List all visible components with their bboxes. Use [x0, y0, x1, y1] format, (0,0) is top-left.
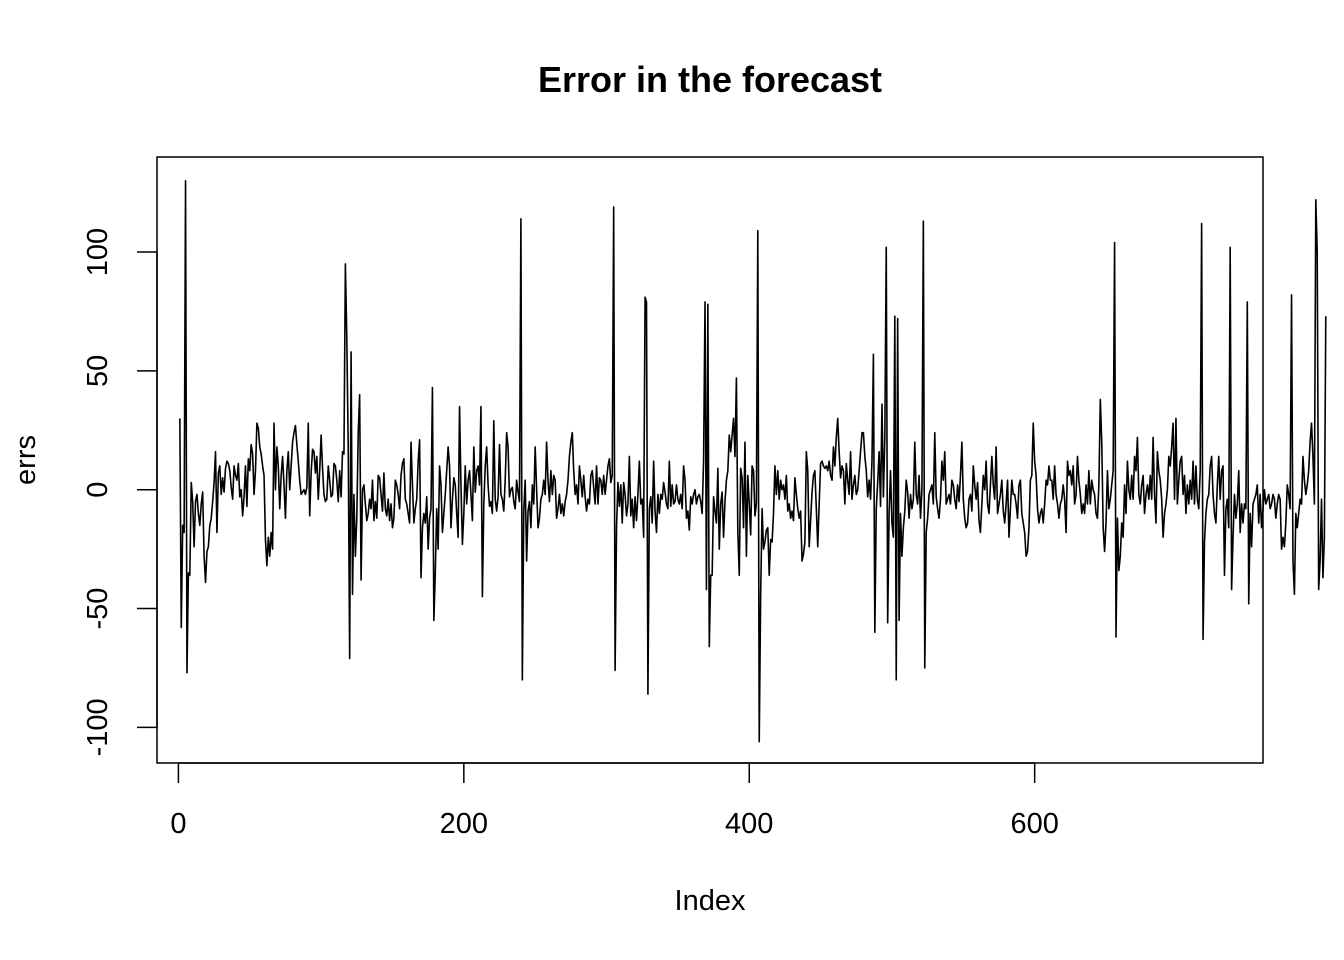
- x-axis-label: Index: [675, 885, 746, 917]
- series-line: [179, 179, 1327, 743]
- chart-title: Error in the forecast: [538, 59, 882, 100]
- x-tick-label: 600: [1010, 808, 1058, 840]
- y-tick-label: 100: [82, 228, 114, 276]
- y-tick-label: 50: [82, 355, 114, 387]
- x-tick-label: 0: [170, 808, 186, 840]
- x-tick-label: 200: [440, 808, 488, 840]
- y-axis: -100 -50 0 50 100: [82, 228, 158, 756]
- x-tick-label: 400: [725, 808, 773, 840]
- x-axis: 0 200 400 600: [170, 762, 1059, 840]
- y-tick-label: -50: [82, 588, 114, 630]
- y-tick-label: 0: [82, 482, 114, 498]
- y-axis-label: errs: [10, 435, 42, 485]
- y-tick-label: -100: [82, 698, 114, 756]
